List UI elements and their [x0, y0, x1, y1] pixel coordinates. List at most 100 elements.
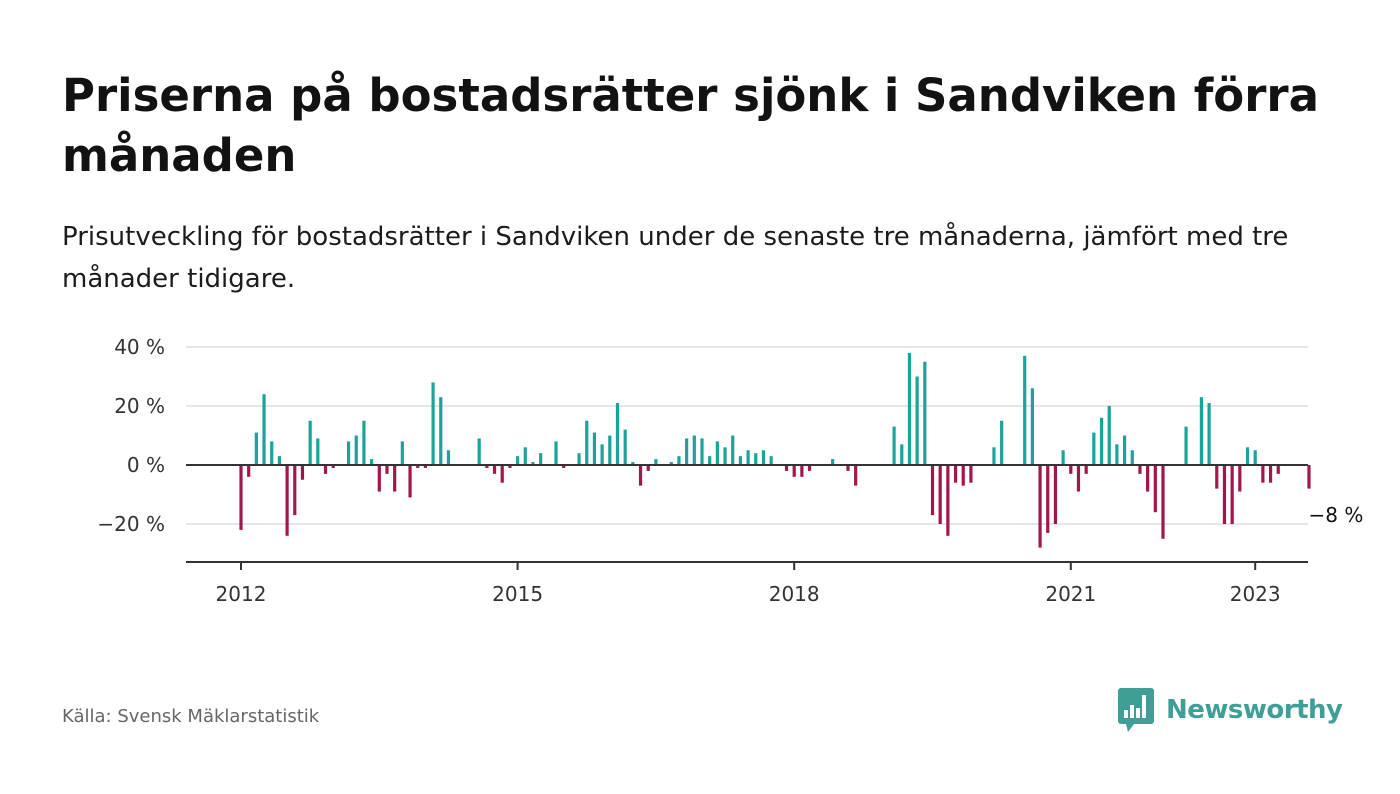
bar: [477, 438, 481, 465]
newsworthy-logo-text: Newsworthy: [1166, 695, 1343, 725]
bar: [300, 465, 305, 480]
bar: [262, 394, 266, 465]
bar: [1000, 420, 1004, 465]
bar: [554, 441, 558, 465]
bar: [915, 376, 919, 465]
bar: [1130, 450, 1134, 465]
bar: [308, 420, 312, 465]
bar: [423, 465, 427, 468]
x-tick-label: 2012: [216, 582, 267, 606]
bar: [577, 453, 581, 465]
bar: [1222, 465, 1227, 524]
bar: [1038, 465, 1042, 548]
bar: [1199, 397, 1204, 465]
bar: [1238, 465, 1242, 492]
bar: [946, 465, 950, 536]
bar: [623, 429, 627, 465]
bar: [1053, 465, 1058, 524]
bar: [1268, 465, 1273, 483]
bar: [961, 465, 965, 486]
bar: [692, 435, 696, 465]
bar: [508, 465, 512, 468]
bar: [346, 441, 351, 465]
bar: [323, 465, 328, 474]
bar: [1023, 355, 1027, 465]
bar: [516, 456, 520, 465]
bar: [938, 465, 942, 524]
bar: [439, 397, 443, 465]
bar: [846, 465, 850, 471]
bar: [784, 465, 789, 471]
bar: [685, 438, 689, 465]
bar: [677, 456, 681, 465]
bar: [592, 432, 597, 465]
bar: [562, 465, 566, 468]
bar: [792, 465, 796, 477]
bar: [1092, 432, 1096, 465]
y-tick-label: 20 %: [114, 394, 165, 418]
bar: [646, 465, 650, 471]
y-axis-ticks: 40 % 20 % 0 % −20 %: [97, 335, 165, 536]
bar: [831, 459, 835, 465]
bar: [539, 453, 543, 465]
bar: [1184, 426, 1188, 465]
newsworthy-logo-icon: [1118, 688, 1154, 732]
bar: [608, 435, 612, 465]
bar: [1076, 465, 1081, 492]
bar: [1215, 465, 1219, 489]
y-tick-label: 0 %: [127, 453, 165, 477]
source-note: Källa: Svensk Mäklarstatistik: [62, 706, 320, 727]
bar: [600, 444, 604, 465]
bar: [446, 450, 451, 465]
chart-subtitle: Prisutveckling för bostadsrätter i Sandv…: [62, 222, 1289, 294]
bar: [1161, 465, 1165, 539]
bar: [370, 459, 374, 465]
bar: [800, 465, 804, 477]
bar: [1099, 417, 1104, 465]
bar: [746, 450, 750, 465]
bar: [1261, 465, 1265, 483]
bar: [585, 420, 589, 465]
bar: [431, 382, 435, 465]
bar: [854, 465, 858, 486]
bar: [1069, 465, 1073, 474]
bar: [523, 447, 527, 465]
x-axis-ticks: 2012 2015 2018 2021 2023: [216, 562, 1281, 606]
bar: [1046, 465, 1050, 533]
bar: [293, 465, 297, 516]
bar-chart: 40 % 20 % 0 % −20 % 2012 2015 2018 2021 2023 −8…: [97, 335, 1363, 606]
bar: [731, 435, 735, 465]
bar: [700, 438, 704, 465]
bar: [923, 361, 927, 465]
bar: [953, 465, 958, 483]
bar: [761, 450, 766, 465]
bar: [738, 456, 743, 465]
bar: [485, 465, 489, 468]
bar: [930, 465, 935, 516]
gridlines: [186, 346, 1308, 525]
bars: [239, 352, 1311, 548]
bar: [638, 465, 643, 486]
bar: [1245, 447, 1250, 465]
bar: [254, 432, 258, 465]
bar: [1115, 444, 1119, 465]
bar: [900, 444, 904, 465]
bar: [331, 465, 335, 468]
bar: [654, 459, 658, 465]
bar: [631, 462, 635, 465]
bar: [807, 465, 812, 471]
bar: [270, 441, 274, 465]
bar: [531, 462, 535, 465]
bar: [416, 465, 420, 468]
bar: [992, 447, 996, 465]
bar: [1276, 465, 1280, 474]
bar: [907, 352, 912, 465]
bar: [669, 462, 673, 465]
bar: [1122, 435, 1127, 465]
bar: [492, 465, 497, 474]
x-tick-label: 2018: [769, 582, 820, 606]
chart-title: Priserna på bostadsrätter sjönk i Sandvi…: [62, 69, 1319, 182]
bar: [354, 435, 358, 465]
bar: [500, 465, 504, 483]
bar: [247, 465, 251, 477]
